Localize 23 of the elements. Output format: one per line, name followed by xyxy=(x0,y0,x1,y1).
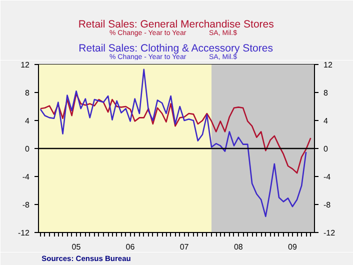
y2-tick-label: -4 xyxy=(324,172,332,182)
y2-tick-label: 0 xyxy=(324,144,328,154)
y-tick-label: -8 xyxy=(22,200,30,210)
y-tick-label: 8 xyxy=(25,88,30,98)
line-series xyxy=(40,93,312,174)
x-tick-label: 08 xyxy=(234,242,244,252)
y-tick-label: -12 xyxy=(18,228,30,238)
x-tick-label: 06 xyxy=(126,242,136,252)
x-tick-label: 09 xyxy=(288,242,298,252)
y2-tick-label: 4 xyxy=(324,116,328,126)
y2-tick-label: 12 xyxy=(324,60,333,70)
text: Retail Sales: General Merchandise Stores xyxy=(78,18,274,30)
y2-tick-label: 8 xyxy=(324,88,328,98)
y2-tick-label: -8 xyxy=(324,200,332,210)
x-tick-label: 05 xyxy=(72,242,82,252)
y-tick-label: -4 xyxy=(22,172,30,182)
y-tick-label: 12 xyxy=(20,60,30,70)
y2-tick-label: -12 xyxy=(324,228,336,238)
line-series xyxy=(40,68,307,218)
y-tick-label: 0 xyxy=(25,144,30,154)
x-tick-label: 07 xyxy=(180,242,190,252)
text: Retail Sales: Clothing & Accessory Stores xyxy=(78,42,273,54)
y-tick-label: 4 xyxy=(25,116,30,126)
